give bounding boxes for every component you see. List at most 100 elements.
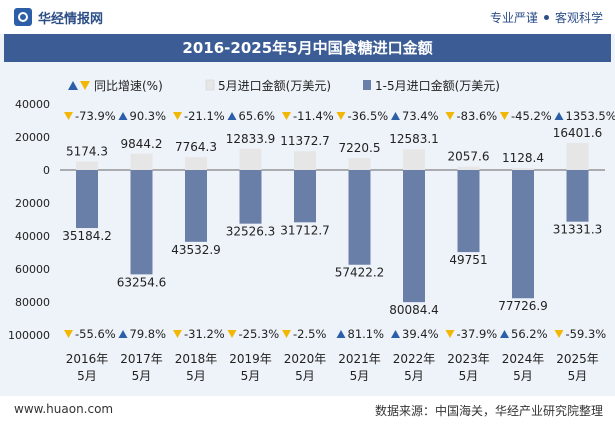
legend-growth-down-icon <box>80 81 90 90</box>
legend-growth-up-icon <box>68 81 78 90</box>
value-label-month: 12583.1 <box>389 132 439 146</box>
x-tick-label-month: 5月 <box>404 369 424 383</box>
growth-down-icon <box>500 112 509 120</box>
tag-professional: 专业严谨 <box>489 11 538 25</box>
growth-down-icon <box>173 112 182 120</box>
growth-label: -73.9% <box>75 109 116 123</box>
value-label-month: 5174.3 <box>66 144 108 158</box>
growth-down-icon <box>282 112 291 120</box>
growth-label: 81.1% <box>348 327 385 341</box>
bar-cumulative <box>294 170 316 223</box>
growth-label: 56.2% <box>511 327 548 341</box>
bar-month <box>239 148 262 170</box>
value-label-cumulative: 31331.3 <box>553 223 603 237</box>
value-label-cumulative: 80084.4 <box>389 303 439 317</box>
growth-label: 1353.5% <box>566 109 615 123</box>
bar-month <box>566 142 589 170</box>
growth-labels: -73.9% -55.6% 90.3% 79.8% -21.1% -31.2% 65.6% -… <box>64 109 615 341</box>
tag-objective: 客观科学 <box>554 11 603 25</box>
growth-up-icon <box>391 112 400 120</box>
bar-cumulative <box>403 170 425 303</box>
value-labels: 5174.3 35184.2 9844.2 63254.6 7764.3 43532.9 1… <box>62 126 602 317</box>
growth-up-icon <box>554 112 564 120</box>
value-label-cumulative: 57422.2 <box>335 266 385 280</box>
growth-label: -31.2% <box>184 327 225 341</box>
growth-down-icon <box>64 112 73 120</box>
x-tick-label-month: 5月 <box>459 369 479 383</box>
x-tick-label-year: 2023年 <box>447 352 490 366</box>
y-tick-label: 100000 <box>8 329 50 342</box>
legend-month-swatch <box>205 79 215 91</box>
growth-down-icon <box>227 330 237 338</box>
value-label-month: 2057.6 <box>448 150 490 164</box>
x-tick-label-month: 5月 <box>77 369 97 383</box>
x-tick-label-year: 2021年 <box>338 352 381 366</box>
growth-up-icon <box>500 330 509 338</box>
y-tick-label: 0 <box>43 164 50 177</box>
x-tick-label-year: 2024年 <box>502 352 545 366</box>
tag-separator-dot <box>543 15 549 20</box>
value-label-cumulative: 77726.9 <box>498 299 548 313</box>
x-tick-label-year: 2020年 <box>284 352 327 366</box>
growth-down-icon <box>445 112 455 120</box>
growth-label: -21.1% <box>184 109 225 123</box>
growth-label: 73.4% <box>402 109 439 123</box>
growth-up-icon <box>391 330 400 338</box>
bar-month <box>130 153 153 170</box>
growth-label: 65.6% <box>239 109 276 123</box>
bar-cumulative <box>348 170 371 265</box>
bar-month <box>512 168 534 170</box>
x-tick-label-month: 5月 <box>241 369 261 383</box>
x-tick-label-month: 5月 <box>295 369 315 383</box>
value-label-month: 1128.4 <box>502 151 544 165</box>
legend-cumulative-label: 1-5月进口金额(万美元) <box>375 78 500 93</box>
growth-label: -11.4% <box>293 109 334 123</box>
bar-month <box>294 151 316 170</box>
x-tick-label-year: 2017年 <box>120 352 163 366</box>
growth-down-icon <box>173 330 182 338</box>
bar-cumulative <box>185 170 207 242</box>
growth-label: -45.2% <box>511 109 552 123</box>
x-tick-label-year: 2019年 <box>229 352 272 366</box>
x-tick-label-month: 5月 <box>186 369 206 383</box>
top-bar: 华经情报网 专业严谨 客观科学 <box>0 0 615 34</box>
growth-label: -59.3% <box>566 327 607 341</box>
value-label-cumulative: 43532.9 <box>171 243 221 257</box>
growth-label: -2.5% <box>293 327 326 341</box>
value-label-cumulative: 32526.3 <box>226 225 276 239</box>
value-label-cumulative: 63254.6 <box>117 275 167 289</box>
bars <box>76 142 589 303</box>
legend-cumulative-swatch <box>363 80 371 90</box>
value-label-month: 7764.3 <box>175 140 217 154</box>
bar-month <box>76 161 98 170</box>
logo-icon <box>14 8 32 26</box>
growth-label: -25.3% <box>239 327 280 341</box>
growth-label: 79.8% <box>130 327 167 341</box>
growth-down-icon <box>336 112 346 120</box>
bar-cumulative <box>130 170 153 275</box>
x-tick-label-year: 2018年 <box>175 352 218 366</box>
bar-month <box>348 158 371 170</box>
y-tick-label: 20000 <box>15 197 50 210</box>
y-tick-label: 60000 <box>15 263 50 276</box>
x-tick-label-year: 2025年 <box>556 352 599 366</box>
value-label-cumulative: 49751 <box>449 253 487 267</box>
value-label-month: 12833.9 <box>226 132 276 146</box>
y-tick-label: 40000 <box>15 230 50 243</box>
bar-cumulative <box>457 170 480 253</box>
bar-cumulative <box>76 170 98 229</box>
x-axis-ticks: 2016年 5月 2017年 5月 2018年 5月 2019年 5月 2020年 5月 2021年… <box>66 352 599 383</box>
brand-logo: 华经情报网 <box>14 6 103 28</box>
data-source: 数据来源：中国海关，华经产业研究院整理 <box>374 404 603 418</box>
x-tick-label-month: 5月 <box>568 369 588 383</box>
x-tick-label-month: 5月 <box>132 369 152 383</box>
bar-month <box>457 166 480 170</box>
growth-label: -36.5% <box>348 109 389 123</box>
growth-label: 90.3% <box>130 109 167 123</box>
brand-name: 华经情报网 <box>38 11 104 27</box>
y-tick-label: 20000 <box>15 131 50 144</box>
x-tick-label-year: 2016年 <box>66 352 109 366</box>
website-link[interactable]: www.huaon.com <box>14 402 114 416</box>
bar-month <box>185 157 207 170</box>
